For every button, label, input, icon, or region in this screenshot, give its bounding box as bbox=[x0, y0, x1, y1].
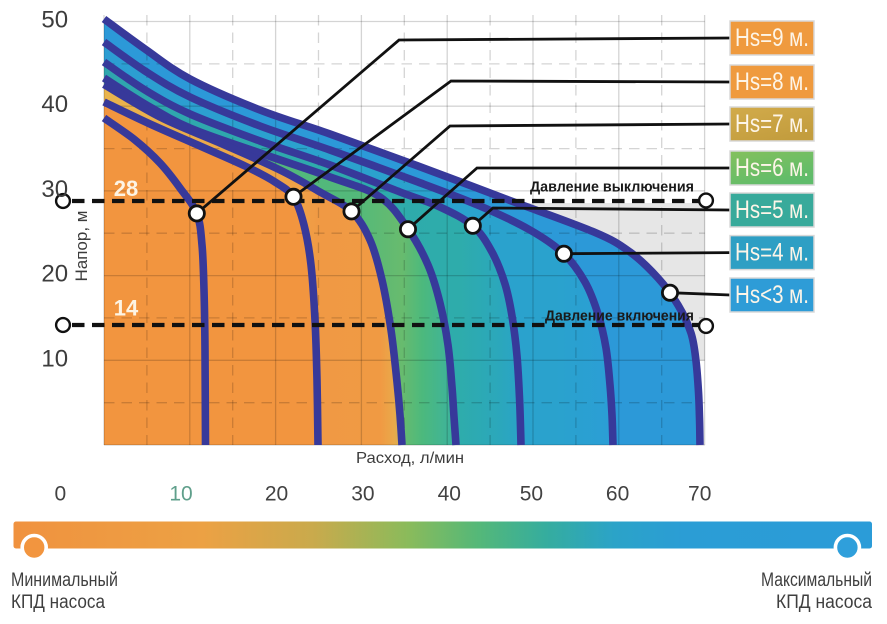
svg-text:14: 14 bbox=[114, 296, 139, 321]
svg-text:КПД насоса: КПД насоса bbox=[11, 592, 105, 613]
svg-text:Давление выключения: Давление выключения bbox=[530, 179, 694, 196]
svg-text:Максимальный: Максимальный bbox=[761, 570, 872, 591]
svg-text:10: 10 bbox=[41, 345, 68, 372]
svg-text:Напор, м: Напор, м bbox=[72, 211, 91, 282]
svg-text:Hs<3 м.: Hs<3 м. bbox=[735, 281, 809, 309]
svg-text:50: 50 bbox=[520, 483, 543, 506]
svg-text:20: 20 bbox=[41, 261, 68, 288]
svg-text:Минимальный: Минимальный bbox=[11, 570, 118, 591]
svg-text:Hs=8 м.: Hs=8 м. bbox=[735, 68, 809, 96]
svg-text:Hs=5 м.: Hs=5 м. bbox=[735, 196, 809, 224]
svg-text:60: 60 bbox=[606, 483, 629, 506]
svg-text:КПД насоса: КПД насоса bbox=[776, 592, 872, 613]
svg-text:40: 40 bbox=[41, 91, 68, 118]
svg-text:40: 40 bbox=[438, 483, 461, 506]
svg-text:Hs=7 м.: Hs=7 м. bbox=[735, 110, 809, 138]
svg-text:30: 30 bbox=[41, 176, 68, 203]
svg-text:70: 70 bbox=[688, 483, 711, 506]
svg-text:Hs=9 м.: Hs=9 м. bbox=[735, 24, 809, 52]
svg-text:28: 28 bbox=[114, 176, 138, 201]
svg-text:Расход, л/мин: Расход, л/мин bbox=[356, 450, 464, 467]
svg-text:10: 10 bbox=[169, 483, 192, 506]
svg-text:Давление включения: Давление включения bbox=[545, 308, 694, 325]
svg-text:Hs=4 м.: Hs=4 м. bbox=[735, 239, 809, 267]
svg-text:0: 0 bbox=[55, 483, 67, 506]
svg-text:20: 20 bbox=[265, 483, 288, 506]
svg-text:50: 50 bbox=[41, 7, 68, 34]
svg-text:Hs=6 м.: Hs=6 м. bbox=[735, 154, 809, 182]
svg-text:30: 30 bbox=[351, 483, 374, 506]
